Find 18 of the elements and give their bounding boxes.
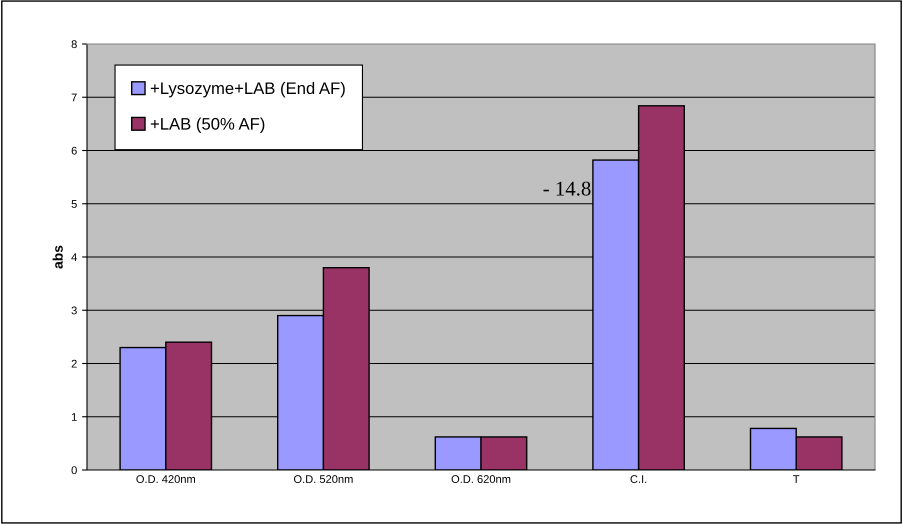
y-tick-label: 1 — [72, 413, 77, 421]
y-tick-label: 4 — [71, 253, 77, 262]
legend-label: +Lysozyme+LAB (End AF) — [150, 82, 345, 98]
x-tick-label: O.D. 420nm — [136, 475, 196, 484]
y-axis-title: abs — [52, 246, 63, 269]
x-tick-label: O.D. 520nm — [294, 475, 353, 484]
annotation: - 14.8 — [543, 182, 591, 196]
y-tick-label: 8 — [72, 40, 77, 48]
y-tick-label: 7 — [72, 94, 77, 102]
y-tick-label: 0 — [72, 466, 77, 474]
x-tick-label: T — [793, 475, 800, 483]
legend-label: +LAB (50% AF) — [150, 117, 264, 134]
x-tick-label: O.D. 620nm — [452, 475, 510, 484]
y-tick-label: 5 — [72, 200, 77, 208]
y-tick-label: 2 — [72, 360, 77, 368]
x-tick-label: C.I. — [630, 475, 646, 484]
y-tick-label: 3 — [72, 306, 77, 314]
y-tick-label: 6 — [72, 146, 77, 155]
